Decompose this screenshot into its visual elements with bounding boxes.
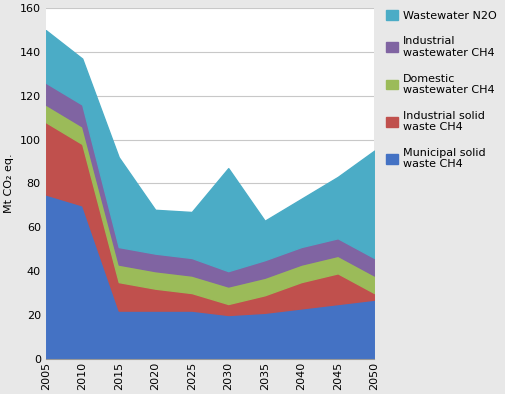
Y-axis label: Mt CO₂ eq.: Mt CO₂ eq.	[4, 154, 14, 213]
Legend: Wastewater N2O, Industrial
wastewater CH4, Domestic
wastewater CH4, Industrial s: Wastewater N2O, Industrial wastewater CH…	[383, 7, 500, 173]
